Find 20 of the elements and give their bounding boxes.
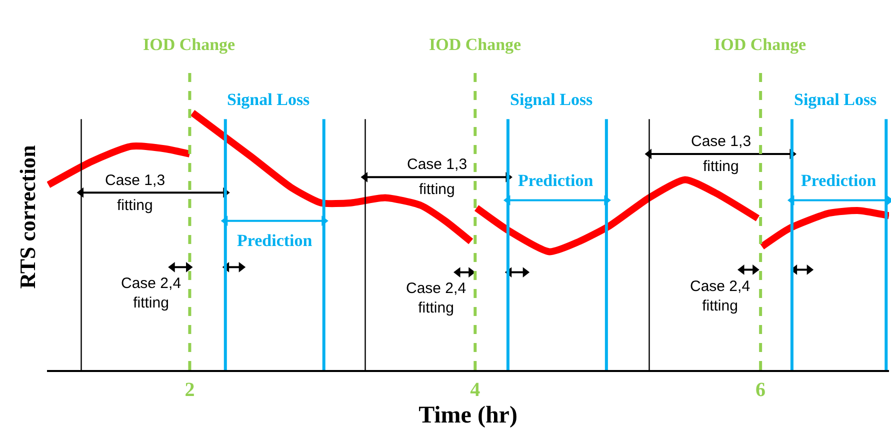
ref-line-label: IOD Change [714, 35, 807, 54]
annotation: Case 2,4 fitting [406, 280, 466, 316]
x-tick-label: 6 [756, 378, 766, 401]
x-tick-label: 4 [470, 378, 480, 401]
ref-line-label: Signal Loss [227, 90, 310, 109]
annotation: Prediction [518, 171, 594, 190]
annotation: Prediction [801, 171, 877, 190]
annotation: Prediction [237, 231, 313, 250]
x-tick-label: 2 [184, 378, 195, 401]
ref-line-label: IOD Change [143, 35, 236, 54]
y-axis-title: RTS correction [14, 145, 40, 289]
annotation: Case 2,4 fitting [690, 278, 750, 314]
annotation: Case 2,4 fitting [121, 275, 182, 312]
ref-line-label: Signal Loss [510, 90, 594, 109]
annotation: Case 1,3 fitting [407, 156, 468, 198]
ref-line-label: Signal Loss [794, 90, 878, 109]
x-axis-title: Time (hr) [418, 402, 518, 429]
annotation: Case 1,3 fitting [105, 172, 166, 214]
ref-line-label: IOD Change [429, 35, 522, 54]
annotation: Case 1,3 fitting [691, 133, 752, 175]
